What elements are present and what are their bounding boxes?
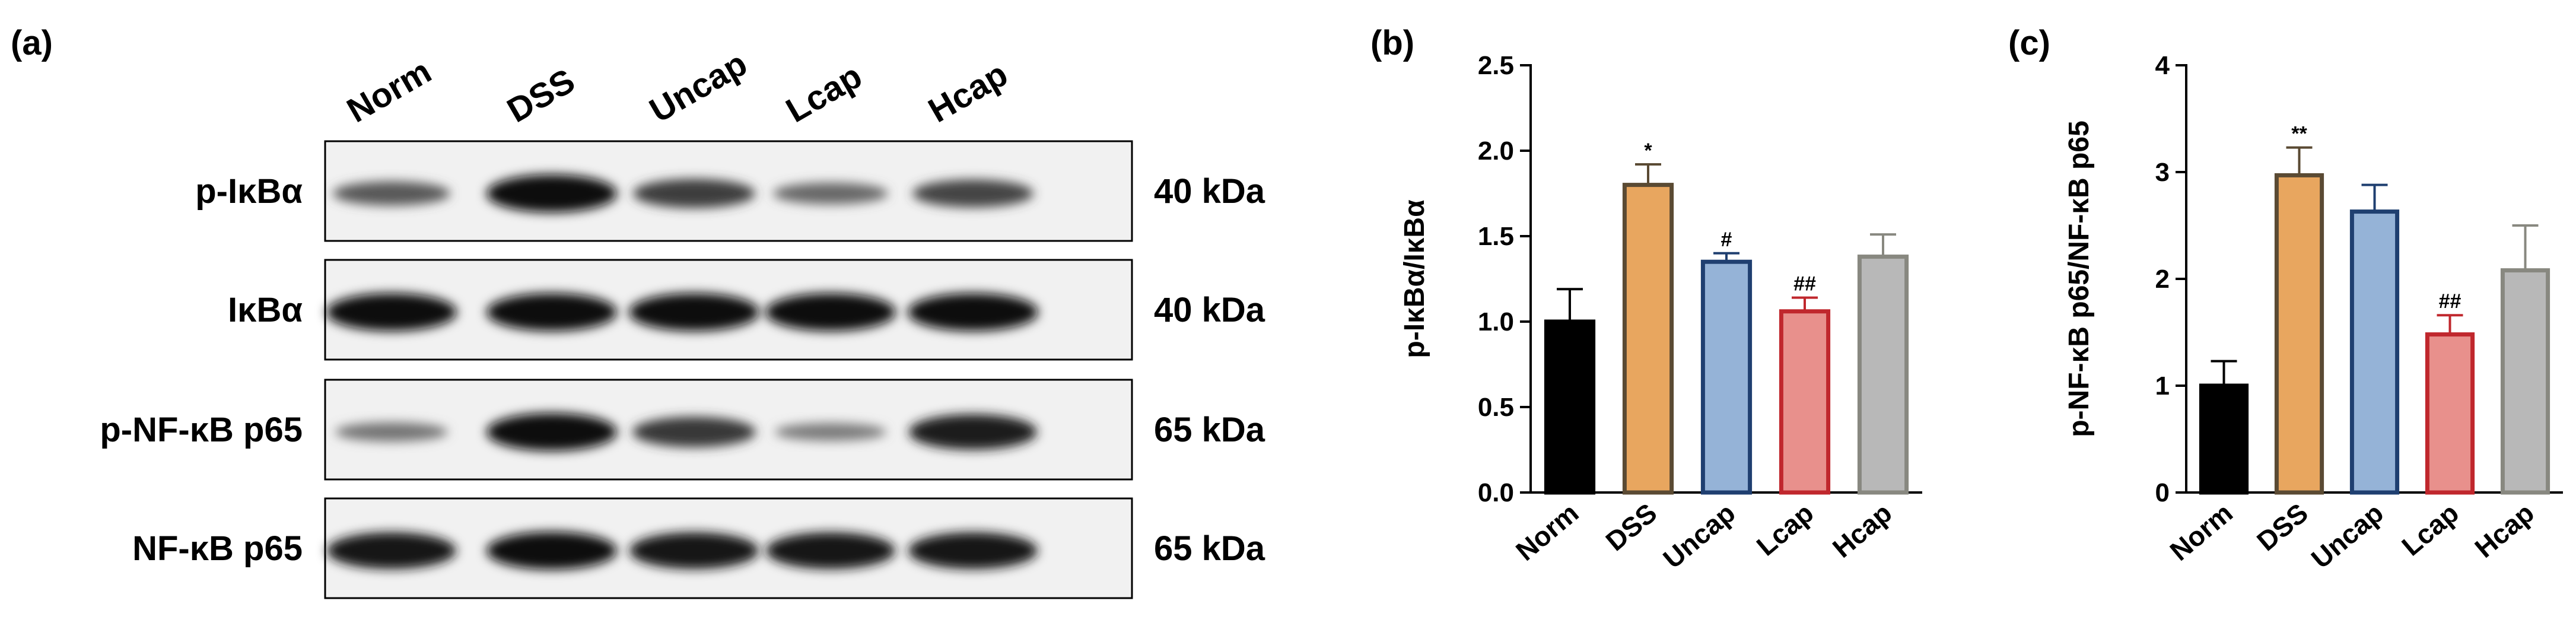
y-tick-label: 2 xyxy=(2155,265,2170,294)
lane-label: Lcap xyxy=(780,56,869,130)
panel-label-c: (c) xyxy=(2008,24,2050,62)
kda-label: 65 kDa xyxy=(1154,529,1265,568)
blot-band xyxy=(629,293,759,331)
x-tick-label: DSS xyxy=(2251,497,2314,557)
blot-band xyxy=(912,179,1033,208)
y-tick-label: 0.0 xyxy=(1478,478,1514,507)
y-tick-label: 1.0 xyxy=(1478,307,1514,336)
bar xyxy=(2500,268,2550,495)
lane-label: Hcap xyxy=(922,55,1014,130)
y-tick-label: 2.5 xyxy=(1478,51,1514,80)
protein-label: p-NF-κB p65 xyxy=(100,411,303,449)
x-tick-label: Lcap xyxy=(1751,497,1820,562)
blot-band xyxy=(333,181,450,206)
y-tick-label: 1 xyxy=(2155,371,2170,401)
blot-band xyxy=(335,422,448,442)
blot-band xyxy=(632,417,756,447)
blot-band xyxy=(486,413,617,451)
blot-band xyxy=(327,532,456,569)
bar xyxy=(1779,309,1831,495)
x-tick-label: Hcap xyxy=(2469,497,2540,564)
significance-marker: ** xyxy=(2291,123,2307,145)
x-tick-label: Norm xyxy=(1510,497,1584,567)
blot-band xyxy=(326,293,457,331)
blot-band xyxy=(908,293,1038,331)
y-tick-label: 3 xyxy=(2155,158,2170,187)
blot-band xyxy=(765,293,896,331)
bar xyxy=(2349,209,2400,495)
y-tick-label: 0.5 xyxy=(1478,393,1514,422)
bar-chart-c: 0 1 2 3 4 p-NF-κB p65/NF-κB p65 Norm ** DSSUncap… xyxy=(2063,51,2563,574)
significance-marker: * xyxy=(1644,139,1652,162)
blot-band xyxy=(908,532,1038,569)
blot-band xyxy=(775,422,886,441)
bar xyxy=(2199,383,2249,495)
blot-band xyxy=(486,174,617,212)
kda-label: 65 kDa xyxy=(1154,411,1265,449)
blot-band xyxy=(909,414,1037,450)
y-tick-label: 2.0 xyxy=(1478,136,1514,166)
bar xyxy=(2274,173,2324,495)
x-tick-label: Uncap xyxy=(1657,497,1741,574)
x-tick-label: Norm xyxy=(2164,497,2238,567)
lane-label: Uncap xyxy=(643,44,753,130)
blot-band xyxy=(629,532,759,569)
kda-label: 40 kDa xyxy=(1154,291,1265,329)
y-tick-label: 0 xyxy=(2155,478,2170,507)
x-tick-label: Uncap xyxy=(2305,497,2389,574)
y-tick-label: 1.5 xyxy=(1478,222,1514,251)
panel-label-b: (b) xyxy=(1370,24,1414,62)
bar xyxy=(1700,259,1753,495)
western-blot: Norm DSS Uncap Lcap Hcap p-IκBα 40 kDa IκBα 40 k… xyxy=(100,44,1265,599)
blot-band xyxy=(633,179,755,208)
kda-label: 40 kDa xyxy=(1154,172,1265,211)
bar xyxy=(1544,319,1596,495)
significance-marker: ## xyxy=(2439,290,2461,313)
panel-label-a: (a) xyxy=(11,24,53,62)
x-tick-label: Hcap xyxy=(1827,497,1898,564)
y-axis-label: p-NF-κB p65/NF-κB p65 xyxy=(2063,120,2095,437)
bar xyxy=(1622,183,1674,495)
protein-label: NF-κB p65 xyxy=(132,529,303,568)
x-tick-label: DSS xyxy=(1600,497,1663,557)
y-axis-label: p-IκBα/IκBα xyxy=(1399,199,1430,358)
protein-label: p-IκBα xyxy=(195,172,303,211)
significance-marker: ## xyxy=(1793,273,1816,295)
x-tick-label: Lcap xyxy=(2396,497,2464,562)
blot-band xyxy=(766,532,895,569)
bar xyxy=(1857,255,1909,495)
bar xyxy=(2425,332,2475,495)
blot-band xyxy=(486,293,617,331)
blot-band xyxy=(773,182,888,205)
protein-label: IκBα xyxy=(228,291,303,329)
bar-chart-b: 0.0 0.5 1.0 1.5 2.0 2.5 p-IκBα/IκBα Norm * DSS # Un… xyxy=(1399,51,1922,574)
significance-marker: # xyxy=(1721,228,1732,251)
lane-label: Norm xyxy=(341,52,438,130)
blot-band xyxy=(486,532,617,570)
y-tick-label: 4 xyxy=(2155,51,2170,80)
lane-label: DSS xyxy=(501,61,581,130)
